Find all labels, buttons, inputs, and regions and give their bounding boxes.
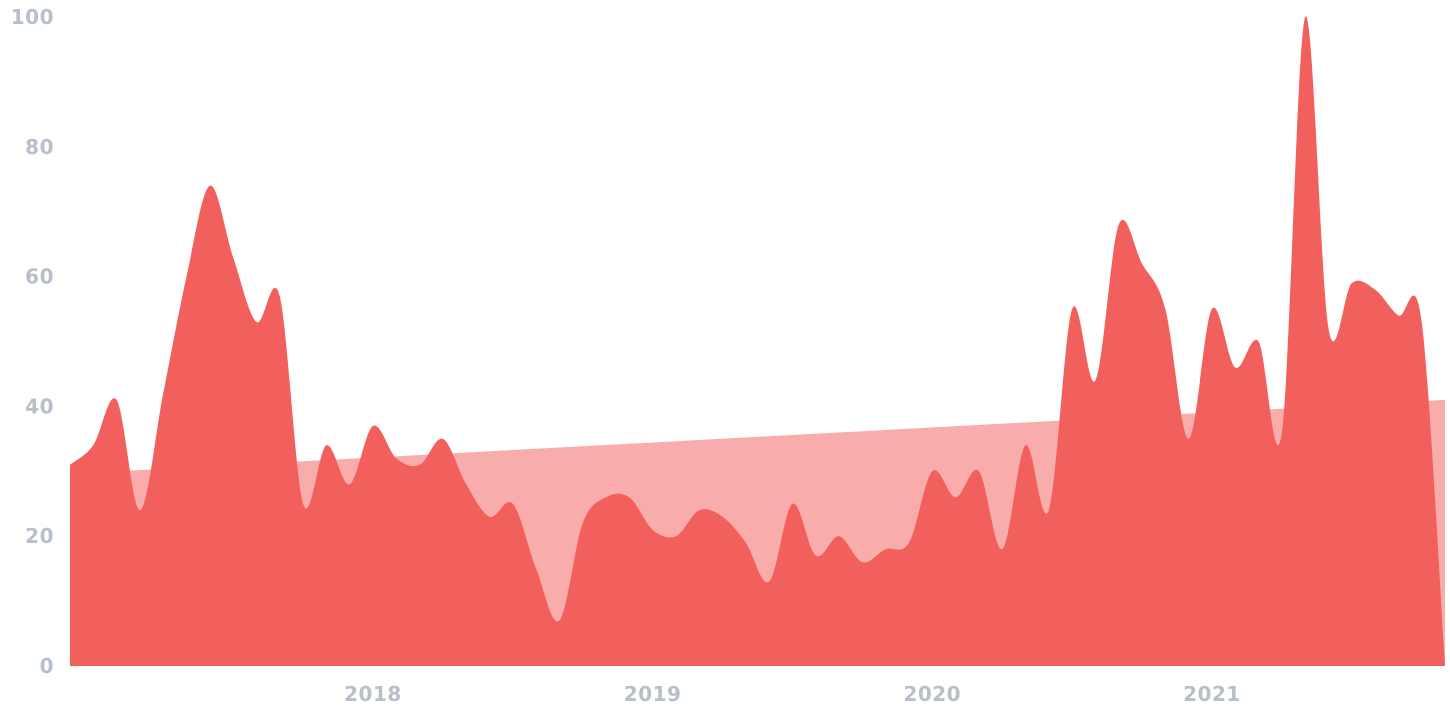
y-tick-label: 0	[40, 654, 54, 678]
x-tick-label: 2019	[624, 682, 682, 706]
x-tick-label: 2020	[903, 682, 961, 706]
y-tick-label: 20	[25, 524, 54, 548]
x-axis: 20182019202020212022	[344, 682, 1241, 706]
y-tick-label: 100	[11, 5, 54, 29]
main-series-area	[70, 16, 1445, 666]
y-axis: 0 20 40 60 80 100	[11, 5, 54, 678]
y-tick-label: 80	[25, 135, 54, 159]
y-tick-label: 40	[25, 394, 54, 418]
x-tick-label: 2018	[344, 682, 402, 706]
y-tick-label: 60	[25, 265, 54, 289]
x-tick-label: 2021	[1183, 682, 1241, 706]
area-layer	[70, 16, 1446, 666]
